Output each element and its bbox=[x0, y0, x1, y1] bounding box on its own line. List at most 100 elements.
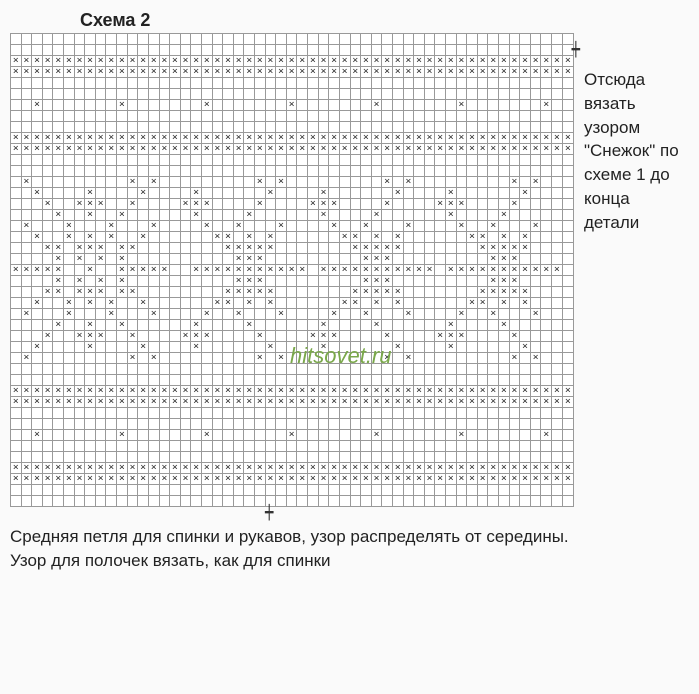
grid-cell bbox=[74, 496, 85, 507]
grid-cell bbox=[509, 78, 520, 89]
grid-cell bbox=[32, 408, 43, 419]
grid-cell bbox=[382, 100, 393, 111]
grid-cell: × bbox=[361, 56, 372, 67]
grid-cell bbox=[456, 287, 467, 298]
grid-cell bbox=[467, 485, 478, 496]
grid-cell bbox=[414, 276, 425, 287]
grid-cell: × bbox=[350, 243, 361, 254]
grid-cell bbox=[265, 254, 276, 265]
grid-cell: × bbox=[467, 463, 478, 474]
grid-cell bbox=[382, 155, 393, 166]
grid-cell bbox=[95, 441, 106, 452]
grid-cell: × bbox=[329, 474, 340, 485]
grid-cell bbox=[308, 496, 319, 507]
grid-cell: × bbox=[488, 56, 499, 67]
grid-cell bbox=[414, 122, 425, 133]
grid-cell: × bbox=[477, 144, 488, 155]
grid-cell bbox=[191, 34, 202, 45]
grid-cell bbox=[180, 100, 191, 111]
grid-cell bbox=[329, 232, 340, 243]
grid-cell bbox=[21, 276, 32, 287]
grid-cell bbox=[392, 408, 403, 419]
grid-cell bbox=[265, 221, 276, 232]
grid-cell bbox=[21, 254, 32, 265]
grid-cell bbox=[64, 122, 75, 133]
grid-cell bbox=[499, 452, 510, 463]
grid-cell: × bbox=[95, 463, 106, 474]
grid-cell bbox=[127, 45, 138, 56]
grid-cell bbox=[499, 166, 510, 177]
grid-cell bbox=[297, 100, 308, 111]
grid-cell bbox=[201, 89, 212, 100]
grid-cell bbox=[562, 122, 573, 133]
grid-cell bbox=[435, 265, 446, 276]
grid-cell bbox=[477, 111, 488, 122]
grid-cell bbox=[467, 177, 478, 188]
grid-cell bbox=[64, 287, 75, 298]
grid-cell bbox=[541, 155, 552, 166]
grid-cell: × bbox=[74, 463, 85, 474]
grid-cell bbox=[318, 155, 329, 166]
grid-cell bbox=[74, 320, 85, 331]
grid-cell bbox=[499, 122, 510, 133]
grid-cell bbox=[74, 408, 85, 419]
grid-cell: × bbox=[435, 56, 446, 67]
grid-cell bbox=[382, 89, 393, 100]
grid-cell bbox=[530, 364, 541, 375]
grid-cell bbox=[382, 122, 393, 133]
grid-cell bbox=[21, 78, 32, 89]
grid-cell: × bbox=[499, 397, 510, 408]
grid-cell bbox=[329, 287, 340, 298]
grid-cell bbox=[297, 34, 308, 45]
grid-cell bbox=[318, 276, 329, 287]
grid-cell bbox=[42, 452, 53, 463]
grid-cell: × bbox=[403, 221, 414, 232]
grid-cell bbox=[424, 430, 435, 441]
grid-cell bbox=[371, 441, 382, 452]
grid-cell bbox=[371, 485, 382, 496]
grid-cell: × bbox=[414, 144, 425, 155]
grid-cell: × bbox=[445, 331, 456, 342]
grid-cell bbox=[42, 298, 53, 309]
grid-cell: × bbox=[159, 386, 170, 397]
grid-cell bbox=[212, 78, 223, 89]
grid-cell bbox=[520, 210, 531, 221]
grid-cell: × bbox=[541, 100, 552, 111]
grid-cell bbox=[403, 100, 414, 111]
grid-cell bbox=[127, 309, 138, 320]
grid-cell: × bbox=[106, 67, 117, 78]
grid-cell bbox=[339, 430, 350, 441]
grid-cell bbox=[276, 188, 287, 199]
grid-cell bbox=[127, 320, 138, 331]
grid-cell bbox=[339, 331, 350, 342]
grid-cell: × bbox=[329, 386, 340, 397]
grid-cell: × bbox=[106, 474, 117, 485]
grid-cell bbox=[276, 408, 287, 419]
grid-cell bbox=[435, 441, 446, 452]
grid-cell bbox=[223, 419, 234, 430]
grid-cell: × bbox=[265, 133, 276, 144]
grid-cell bbox=[562, 89, 573, 100]
grid-cell bbox=[85, 34, 96, 45]
grid-cell: × bbox=[85, 265, 96, 276]
grid-cell bbox=[541, 452, 552, 463]
grid-cell bbox=[382, 221, 393, 232]
grid-cell bbox=[159, 111, 170, 122]
grid-cell bbox=[138, 155, 149, 166]
grid-cell bbox=[64, 199, 75, 210]
grid-cell bbox=[255, 441, 266, 452]
grid-cell bbox=[255, 122, 266, 133]
grid-cell bbox=[562, 155, 573, 166]
grid-cell: × bbox=[265, 188, 276, 199]
grid-cell bbox=[339, 199, 350, 210]
grid-cell bbox=[509, 496, 520, 507]
grid-cell: × bbox=[85, 199, 96, 210]
grid-cell: × bbox=[212, 298, 223, 309]
grid-cell: × bbox=[467, 144, 478, 155]
grid-cell bbox=[201, 485, 212, 496]
stitch-chart-grid: ××××××××××××××××××××××××××××××××××××××××… bbox=[10, 33, 574, 507]
grid-cell bbox=[414, 221, 425, 232]
grid-cell: × bbox=[488, 67, 499, 78]
grid-cell bbox=[53, 309, 64, 320]
grid-cell: × bbox=[244, 287, 255, 298]
